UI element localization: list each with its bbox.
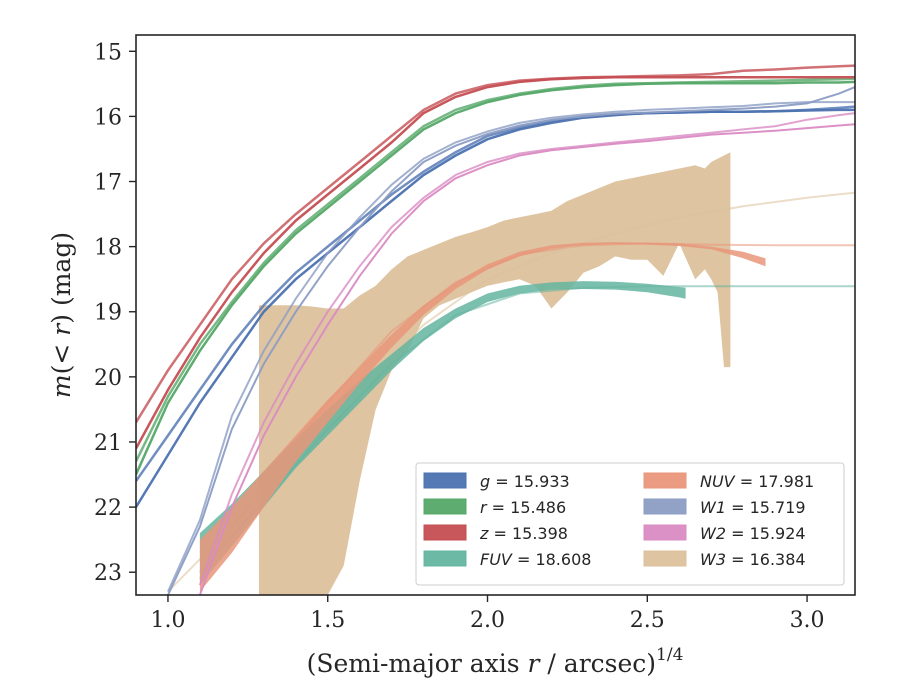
legend-swatch [423, 524, 467, 541]
legend-entry-r: r = 15.486 [423, 498, 566, 517]
legend-label: NUV = 17.981 [700, 472, 814, 491]
legend-swatch [643, 498, 687, 515]
y-tick-label: 18 [94, 236, 122, 261]
legend-label: W1 = 15.719 [700, 498, 806, 517]
axes: 1.0 1.5 2.0 2.5 3.0 15 16 17 18 19 20 21 22 23 [94, 34, 856, 633]
legend-swatch [423, 472, 467, 489]
series-band-NUV [199, 242, 766, 592]
series-line-r-b [136, 77, 855, 463]
legend: g = 15.933 r = 15.486 z = 15.398 FUV = 18.6… [415, 462, 845, 586]
series-line-W2-a [198, 123, 855, 595]
y-tick-label: 17 [94, 171, 122, 196]
y-tick-label: 22 [94, 496, 122, 521]
y-tick-label: 16 [94, 105, 122, 130]
plot-area [136, 64, 855, 595]
legend-label: z = 15.398 [479, 524, 568, 543]
legend-entry-W1: W1 = 15.719 [643, 498, 806, 517]
y-tick-label: 15 [94, 40, 122, 65]
legend-entry-g: g = 15.933 [423, 472, 570, 491]
legend-label: W2 = 15.924 [700, 524, 806, 543]
x-tick-label: 1.0 [150, 608, 185, 633]
legend-entry-z: z = 15.398 [423, 524, 568, 543]
legend-swatch [423, 550, 467, 567]
legend-label: FUV = 18.608 [480, 550, 591, 569]
x-tick-label: 3.0 [790, 608, 825, 633]
axes-frame [135, 34, 856, 596]
legend-label: W3 = 16.384 [700, 550, 806, 569]
legend-swatch [643, 524, 687, 541]
legend-entry-W2: W2 = 15.924 [643, 524, 806, 543]
x-tick-label: 2.0 [470, 608, 505, 633]
y-axis-label: m(< r) (mag) [47, 232, 76, 398]
legend-swatch [423, 498, 467, 515]
legend-swatch [643, 472, 687, 489]
legend-label: g = 15.933 [480, 472, 570, 491]
y-tick-label: 19 [94, 301, 122, 326]
y-tick-label: 21 [94, 431, 122, 456]
y-tick-label: 23 [94, 561, 122, 586]
series-line-r-a [136, 80, 855, 476]
series-line-W1-b [167, 101, 855, 593]
x-tick-label: 2.5 [630, 608, 665, 633]
series-line-z-b [136, 64, 855, 424]
x-axis-label: (Semi-major axis r / arcsec)1/4 [307, 645, 684, 678]
legend-label: r = 15.486 [480, 498, 566, 517]
legend-frame [415, 462, 845, 586]
legend-entry-FUV: FUV = 18.608 [423, 550, 591, 569]
x-tick-label: 1.5 [310, 608, 345, 633]
legend-entry-NUV: NUV = 17.981 [643, 472, 814, 491]
legend-entry-W3: W3 = 16.384 [643, 550, 806, 569]
series-line-W2-b [198, 112, 855, 586]
legend-swatch [643, 550, 687, 567]
series-line-g-b [136, 105, 855, 482]
series-line-z-a [136, 76, 855, 450]
y-tick-label: 20 [94, 366, 122, 391]
series-line-W1-a [167, 86, 855, 595]
